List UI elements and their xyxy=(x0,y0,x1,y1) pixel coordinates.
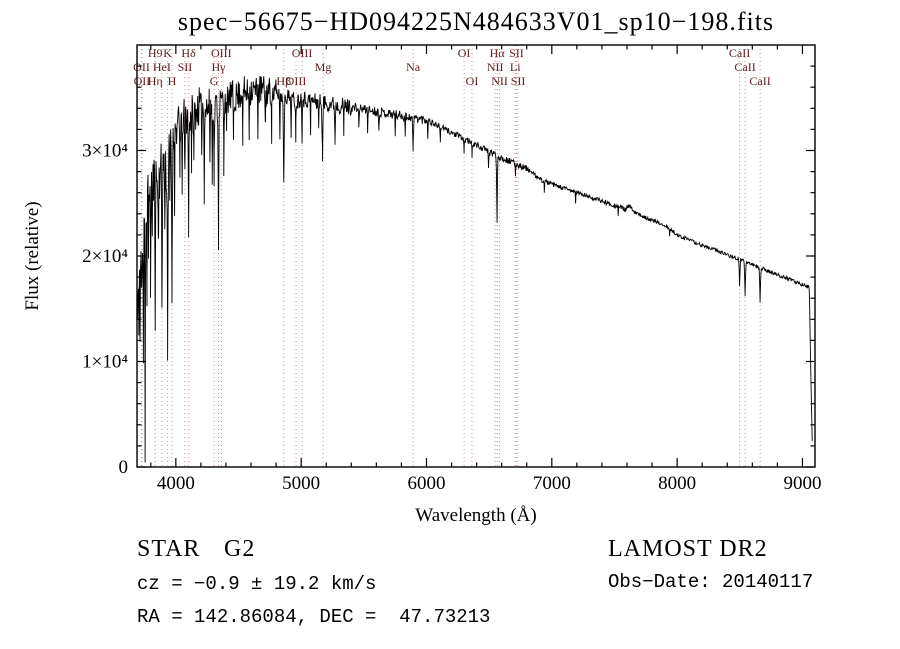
spectral-line-label: OI xyxy=(458,46,471,60)
spectral-line-label: CaII xyxy=(729,46,750,60)
x-tick-label: 6000 xyxy=(407,473,445,494)
survey-label: LAMOST DR2 xyxy=(608,536,768,562)
x-axis-label: Wavelength (Å) xyxy=(415,505,536,526)
x-tick-label: 4000 xyxy=(157,473,195,494)
spectral-line-label: G xyxy=(210,74,219,88)
spectral-line-label: HeI xyxy=(153,60,171,74)
spectral-line-label: Li xyxy=(510,60,521,74)
obs-date-text: Obs−Date: 20140117 xyxy=(608,571,813,593)
x-tick-label: 5000 xyxy=(282,473,320,494)
x-tick-label: 7000 xyxy=(533,473,571,494)
object-class-label: STAR xyxy=(137,536,200,562)
spectral-line-label: OIII xyxy=(286,74,307,88)
object-subclass-label: G2 xyxy=(224,536,255,562)
spectral-line-label: CaII xyxy=(734,60,755,74)
y-tick-label: 1×10⁴ xyxy=(82,352,128,373)
x-tick-label: 9000 xyxy=(783,473,821,494)
spectral-line-label: OII xyxy=(133,60,150,74)
spectral-line-label: CaII xyxy=(749,74,770,88)
spectral-line-label: Na xyxy=(406,60,421,74)
spectral-line-label: OII xyxy=(134,74,151,88)
spectral-line-label: OI xyxy=(466,74,479,88)
spectral-line-label: OIII xyxy=(211,46,232,60)
ra-dec-text: RA = 142.86084, DEC = 47.73213 xyxy=(137,606,490,628)
spectral-line-label: Hα xyxy=(490,46,506,60)
y-tick-label: 0 xyxy=(119,457,129,478)
spectral-line-label: Hβ xyxy=(276,74,291,88)
spectral-line-label: Mg xyxy=(315,60,332,74)
spectral-line-label: Hγ xyxy=(212,60,227,74)
spectral-line-label: H xyxy=(168,74,177,88)
spectral-line-label: Hη xyxy=(148,74,163,88)
spectral-line-label: NII xyxy=(487,60,504,74)
plot-title: spec−56675−HD094225N484633V01_sp10−198.f… xyxy=(178,7,774,36)
x-tick-label: 8000 xyxy=(658,473,696,494)
spectral-line-label: H9 xyxy=(148,46,163,60)
y-tick-label: 3×10⁴ xyxy=(82,141,128,162)
spectral-line-label: SII xyxy=(178,60,193,74)
spectral-line-label: SII xyxy=(509,46,524,60)
spectral-line-label: K xyxy=(163,46,172,60)
y-axis-label: Flux (relative) xyxy=(22,201,43,310)
spectral-line-label: NII xyxy=(491,74,508,88)
spectral-line-label: SII xyxy=(511,74,526,88)
axes-frame xyxy=(136,44,816,468)
spectrum-trace xyxy=(137,75,813,463)
cz-velocity-text: cz = −0.9 ± 19.2 km/s xyxy=(137,573,376,595)
y-tick-label: 2×10⁴ xyxy=(82,246,128,267)
spectral-line-label: OIII xyxy=(292,46,313,60)
spectral-line-label: Hδ xyxy=(181,46,196,60)
